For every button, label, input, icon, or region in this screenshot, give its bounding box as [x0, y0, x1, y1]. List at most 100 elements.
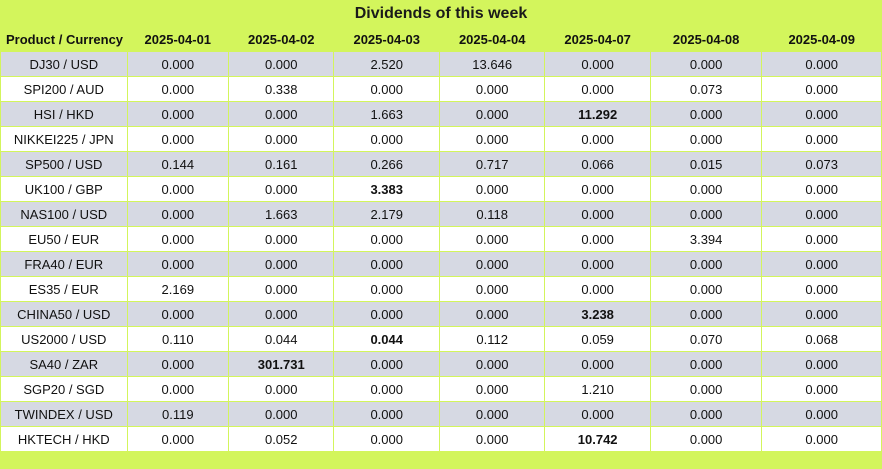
dividend-value-cell: 0.112: [439, 327, 545, 351]
dividend-value-cell: 0.000: [229, 402, 334, 426]
dividend-value-cell: 0.000: [127, 252, 229, 276]
dividend-value-cell: 0.000: [545, 202, 650, 226]
dividend-value-cell: 0.000: [229, 102, 334, 126]
product-cell: ES35 / EUR: [1, 277, 127, 301]
dividend-value-cell: 0.000: [439, 302, 545, 326]
dividend-value-cell: 0.000: [650, 202, 762, 226]
table-row: SGP20 / SGD 0.000 0.000 0.000 0.000 1.210 0.00…: [1, 377, 881, 401]
dividend-value-cell: 0.000: [650, 102, 762, 126]
dividend-value-cell: 0.000: [334, 427, 439, 451]
dividend-value-cell: 0.000: [439, 227, 545, 251]
table-row: HSI / HKD 0.000 0.000 1.663 0.000 11.292 0.000…: [1, 102, 881, 126]
table-row: ES35 / EUR 2.169 0.000 0.000 0.000 0.000 0.000…: [1, 277, 881, 301]
dividend-value-cell: 0.000: [545, 277, 650, 301]
dividend-value-cell: 0.000: [127, 227, 229, 251]
dividend-value-cell: 0.717: [439, 152, 545, 176]
column-header-date: 2025-04-04: [439, 27, 545, 51]
dividend-value-cell: 2.179: [334, 202, 439, 226]
dividend-value-cell: 0.044: [334, 327, 439, 351]
dividend-value-cell: 0.015: [650, 152, 762, 176]
dividend-value-cell: 0.000: [650, 277, 762, 301]
product-cell: SA40 / ZAR: [1, 352, 127, 376]
panel-title: Dividends of this week: [354, 5, 528, 22]
dividend-value-cell: 0.000: [229, 127, 334, 151]
dividend-value-cell: 0.144: [127, 152, 229, 176]
dividend-value-cell: 0.000: [334, 227, 439, 251]
dividend-value-cell: 0.000: [439, 427, 545, 451]
dividend-value-cell: 0.073: [762, 152, 881, 176]
dividend-value-cell: 0.000: [229, 177, 334, 201]
dividend-value-cell: 0.000: [439, 277, 545, 301]
dividend-value-cell: 0.000: [127, 127, 229, 151]
dividend-value-cell: 0.000: [650, 427, 762, 451]
dividend-value-cell: 0.000: [127, 377, 229, 401]
table-row: CHINA50 / USD 0.000 0.000 0.000 0.000 3.238 0.…: [1, 302, 881, 326]
product-cell: TWINDEX / USD: [1, 402, 127, 426]
table-row: EU50 / EUR 0.000 0.000 0.000 0.000 0.000 3.394…: [1, 227, 881, 251]
product-cell: SPI200 / AUD: [1, 77, 127, 101]
dividend-value-cell: 0.052: [229, 427, 334, 451]
dividend-value-cell: 0.000: [439, 127, 545, 151]
dividend-value-cell: 0.000: [127, 102, 229, 126]
dividend-value-cell: 0.000: [334, 302, 439, 326]
table-row: HKTECH / HKD 0.000 0.052 0.000 0.000 10.742 0.…: [1, 427, 881, 451]
table-row: SA40 / ZAR 0.000 301.731 0.000 0.000 0.000 0.0…: [1, 352, 881, 376]
dividend-value-cell: 0.059: [545, 327, 650, 351]
header-row: Product / Currency 2025-04-01 2025-04-02…: [1, 27, 881, 51]
dividend-value-cell: 0.000: [545, 127, 650, 151]
table-row: TWINDEX / USD 0.119 0.000 0.000 0.000 0.000 0.…: [1, 402, 881, 426]
column-header-date: 2025-04-02: [229, 27, 334, 51]
dividend-value-cell: 0.110: [127, 327, 229, 351]
dividend-value-cell: 0.000: [439, 77, 545, 101]
dividend-value-cell: 0.000: [545, 402, 650, 426]
product-cell: US2000 / USD: [1, 327, 127, 351]
dividend-value-cell: 0.266: [334, 152, 439, 176]
dividend-value-cell: 0.068: [762, 327, 881, 351]
dividend-value-cell: 11.292: [545, 102, 650, 126]
dividend-value-cell: 0.000: [545, 352, 650, 376]
dividend-value-cell: 0.000: [545, 227, 650, 251]
dividend-value-cell: 1.663: [229, 202, 334, 226]
dividend-value-cell: 0.044: [229, 327, 334, 351]
dividend-value-cell: 0.000: [762, 402, 881, 426]
dividend-value-cell: 3.394: [650, 227, 762, 251]
dividends-table: Product / Currency 2025-04-01 2025-04-02…: [0, 26, 882, 452]
table-row: SP500 / USD 0.144 0.161 0.266 0.717 0.066 0.01…: [1, 152, 881, 176]
dividend-value-cell: 0.000: [229, 52, 334, 76]
column-header-date: 2025-04-09: [762, 27, 881, 51]
table-row: UK100 / GBP 0.000 0.000 3.383 0.000 0.000 0.00…: [1, 177, 881, 201]
dividend-value-cell: 0.000: [334, 277, 439, 301]
dividend-value-cell: 0.070: [650, 327, 762, 351]
dividend-value-cell: 0.000: [334, 77, 439, 101]
dividend-value-cell: 3.383: [334, 177, 439, 201]
dividend-value-cell: 0.000: [762, 377, 881, 401]
dividend-value-cell: 0.000: [762, 127, 881, 151]
dividend-value-cell: 0.000: [127, 352, 229, 376]
dividend-value-cell: 0.119: [127, 402, 229, 426]
dividend-value-cell: 0.000: [762, 352, 881, 376]
dividend-value-cell: 0.000: [127, 177, 229, 201]
product-cell: NIKKEI225 / JPN: [1, 127, 127, 151]
dividend-value-cell: 0.000: [127, 52, 229, 76]
dividend-value-cell: 0.000: [127, 202, 229, 226]
table-row: NAS100 / USD 0.000 1.663 2.179 0.118 0.000 0.0…: [1, 202, 881, 226]
product-cell: FRA40 / EUR: [1, 252, 127, 276]
product-cell: EU50 / EUR: [1, 227, 127, 251]
dividend-value-cell: 0.000: [762, 277, 881, 301]
dividend-value-cell: 0.000: [762, 202, 881, 226]
dividend-value-cell: 0.000: [762, 77, 881, 101]
dividend-value-cell: 0.000: [650, 52, 762, 76]
dividend-value-cell: 0.000: [229, 302, 334, 326]
table-row: US2000 / USD 0.110 0.044 0.044 0.112 0.059 0.0…: [1, 327, 881, 351]
dividend-value-cell: 301.731: [229, 352, 334, 376]
dividend-value-cell: 0.000: [762, 252, 881, 276]
dividend-value-cell: 0.338: [229, 77, 334, 101]
product-cell: UK100 / GBP: [1, 177, 127, 201]
dividend-value-cell: 0.000: [545, 52, 650, 76]
product-cell: HSI / HKD: [1, 102, 127, 126]
dividend-value-cell: 0.000: [650, 177, 762, 201]
dividend-value-cell: 0.000: [545, 252, 650, 276]
column-header-date: 2025-04-03: [334, 27, 439, 51]
dividend-value-cell: 0.000: [650, 377, 762, 401]
